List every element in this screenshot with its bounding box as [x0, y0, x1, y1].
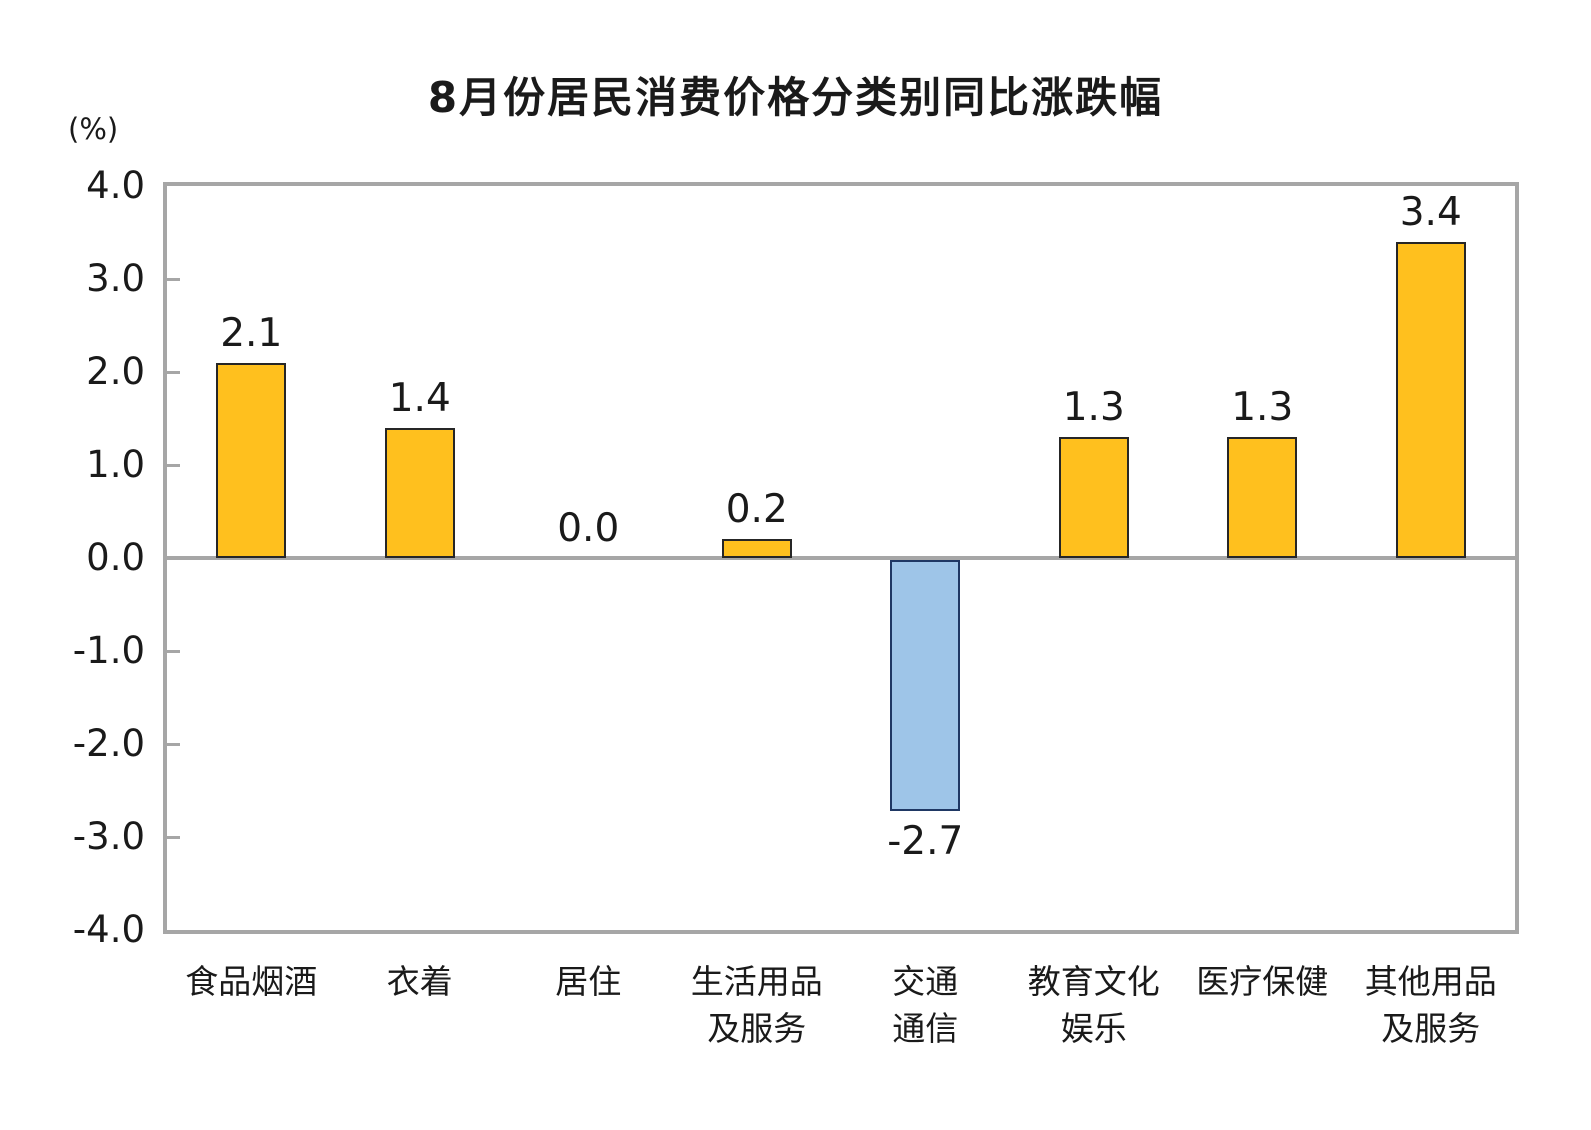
bar-value-label-2: 0.0: [557, 506, 620, 551]
bar-value-label-4: -2.7: [887, 819, 964, 865]
bar-3: [721, 539, 792, 558]
y-tick-mark-7: [167, 836, 180, 839]
bar-value-label-3: 0.2: [725, 487, 788, 533]
bar-value-label-5: 1.3: [1062, 385, 1125, 431]
plot-area: 2.1 1.4 0.0 0.2 -2.7 1.3 1.3 3.4: [163, 182, 1519, 934]
y-tick-label-3: 1.0: [86, 443, 145, 486]
bar-7: [1395, 241, 1466, 558]
y-tick-mark-1: [167, 278, 180, 281]
y-tick-mark-2: [167, 371, 180, 374]
x-category-label-5: 教育文化 娱乐: [1027, 962, 1160, 1048]
x-category-label-0: 食品烟酒: [185, 962, 318, 1001]
y-tick-label-2: 2.0: [86, 350, 145, 393]
y-tick-label-8: -4.0: [72, 908, 145, 951]
x-category-label-3: 生活用品 及服务: [690, 962, 823, 1048]
bar-6: [1227, 437, 1298, 558]
bar-value-label-7: 3.4: [1399, 189, 1462, 235]
zero-baseline: [167, 556, 1515, 560]
bar-0: [216, 362, 287, 558]
bar-value-label-6: 1.3: [1231, 385, 1294, 431]
y-tick-mark-3: [167, 464, 180, 467]
y-axis-unit-label: (%): [68, 112, 119, 146]
bar-value-label-0: 2.1: [220, 310, 283, 356]
y-tick-label-1: 3.0: [86, 257, 145, 300]
bar-value-label-1: 1.4: [388, 375, 451, 421]
y-tick-mark-5: [167, 650, 180, 653]
y-tick-label-0: 4.0: [86, 164, 145, 207]
x-category-label-2: 居住: [555, 962, 622, 1001]
x-category-label-7: 其他用品 及服务: [1364, 962, 1497, 1048]
x-category-label-1: 衣着: [386, 962, 453, 1001]
y-tick-label-5: -1.0: [72, 629, 145, 672]
y-tick-label-7: -3.0: [72, 815, 145, 858]
y-tick-mark-6: [167, 743, 180, 746]
x-category-label-6: 医疗保健: [1196, 962, 1329, 1001]
y-tick-label-4: 0.0: [86, 536, 145, 579]
bar-4: [890, 560, 961, 812]
bar-1: [384, 427, 455, 558]
x-category-label-4: 交通 通信: [892, 962, 959, 1048]
chart-title: 8月份居民消费价格分类别同比涨跌幅: [427, 73, 1164, 122]
bar-5: [1058, 437, 1129, 558]
y-tick-label-6: -2.0: [72, 722, 145, 765]
